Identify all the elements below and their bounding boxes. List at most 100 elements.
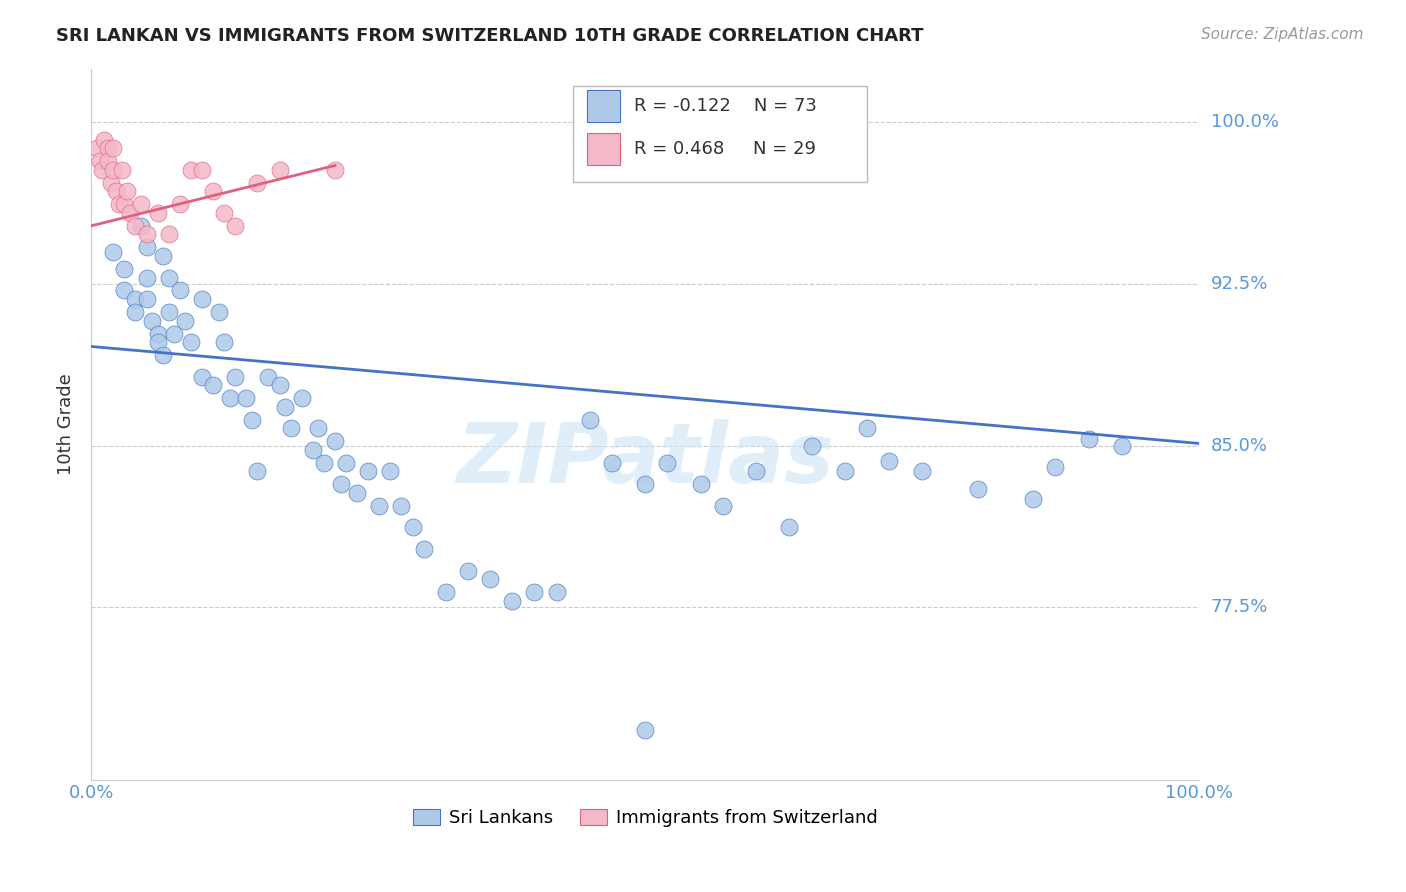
Point bbox=[246, 465, 269, 479]
Point bbox=[257, 369, 280, 384]
Legend: Sri Lankans, Immigrants from Switzerland: Sri Lankans, Immigrants from Switzerland bbox=[405, 802, 886, 835]
Point bbox=[240, 413, 263, 427]
Point bbox=[108, 197, 131, 211]
Point bbox=[146, 206, 169, 220]
Text: 100.0%: 100.0% bbox=[1211, 113, 1278, 131]
Point bbox=[323, 434, 346, 449]
Point bbox=[207, 305, 229, 319]
Point bbox=[97, 154, 120, 169]
Point bbox=[323, 162, 346, 177]
Point bbox=[135, 240, 157, 254]
Point bbox=[124, 305, 146, 319]
Point bbox=[157, 305, 180, 319]
Point bbox=[269, 378, 291, 392]
Text: R = 0.468     N = 29: R = 0.468 N = 29 bbox=[634, 140, 817, 158]
Point bbox=[103, 244, 125, 259]
Point bbox=[291, 391, 314, 405]
Point bbox=[269, 162, 291, 177]
Point bbox=[212, 335, 235, 350]
Point bbox=[307, 421, 329, 435]
Point bbox=[169, 284, 191, 298]
Point bbox=[169, 197, 191, 211]
Point bbox=[280, 421, 302, 435]
Point bbox=[91, 162, 114, 177]
Point bbox=[689, 477, 711, 491]
Point bbox=[86, 141, 108, 155]
FancyBboxPatch shape bbox=[574, 87, 868, 182]
Point bbox=[312, 456, 335, 470]
Bar bbox=[586, 133, 620, 165]
Point bbox=[457, 564, 479, 578]
Point bbox=[118, 206, 141, 220]
Point bbox=[966, 482, 988, 496]
Point bbox=[368, 499, 391, 513]
Point bbox=[1045, 460, 1067, 475]
Point bbox=[112, 284, 135, 298]
Point bbox=[634, 477, 657, 491]
Point bbox=[124, 219, 146, 233]
Point bbox=[800, 439, 823, 453]
Point bbox=[218, 391, 240, 405]
Point bbox=[100, 176, 122, 190]
Point bbox=[115, 185, 138, 199]
Point bbox=[834, 465, 856, 479]
Point bbox=[89, 154, 111, 169]
Point bbox=[152, 348, 174, 362]
Point bbox=[1111, 439, 1133, 453]
Point bbox=[329, 477, 352, 491]
Point bbox=[346, 486, 368, 500]
Point bbox=[191, 292, 214, 306]
Point bbox=[97, 141, 120, 155]
Point bbox=[877, 453, 900, 467]
Point bbox=[163, 326, 186, 341]
Point bbox=[911, 465, 934, 479]
Point bbox=[180, 162, 202, 177]
Point bbox=[112, 261, 135, 276]
Point bbox=[401, 520, 423, 534]
Point bbox=[434, 585, 457, 599]
Point bbox=[856, 421, 879, 435]
Point bbox=[274, 400, 297, 414]
Point bbox=[191, 369, 214, 384]
Point bbox=[180, 335, 202, 350]
Point bbox=[1077, 432, 1099, 446]
Point bbox=[191, 162, 214, 177]
Point bbox=[634, 723, 657, 737]
Point bbox=[357, 465, 380, 479]
Bar bbox=[586, 90, 620, 122]
Point bbox=[111, 162, 134, 177]
Point bbox=[224, 219, 246, 233]
Point bbox=[135, 292, 157, 306]
Point bbox=[157, 270, 180, 285]
Text: 92.5%: 92.5% bbox=[1211, 275, 1268, 293]
Point bbox=[246, 176, 269, 190]
Point bbox=[152, 249, 174, 263]
Point bbox=[202, 378, 225, 392]
Point bbox=[579, 413, 602, 427]
Point bbox=[745, 465, 768, 479]
Point bbox=[157, 227, 180, 242]
Point bbox=[112, 197, 135, 211]
Point bbox=[104, 185, 127, 199]
Point bbox=[711, 499, 734, 513]
Point bbox=[135, 270, 157, 285]
Point bbox=[124, 292, 146, 306]
Point bbox=[546, 585, 568, 599]
Point bbox=[212, 206, 235, 220]
Point bbox=[657, 456, 679, 470]
Point bbox=[146, 326, 169, 341]
Point bbox=[224, 369, 246, 384]
Point bbox=[301, 442, 323, 457]
Point bbox=[523, 585, 546, 599]
Point bbox=[380, 465, 402, 479]
Text: 85.0%: 85.0% bbox=[1211, 436, 1268, 455]
Text: SRI LANKAN VS IMMIGRANTS FROM SWITZERLAND 10TH GRADE CORRELATION CHART: SRI LANKAN VS IMMIGRANTS FROM SWITZERLAN… bbox=[56, 27, 924, 45]
Point bbox=[391, 499, 413, 513]
Point bbox=[129, 197, 152, 211]
Point bbox=[202, 185, 225, 199]
Text: 77.5%: 77.5% bbox=[1211, 599, 1268, 616]
Point bbox=[501, 593, 523, 607]
Point bbox=[93, 133, 115, 147]
Point bbox=[479, 572, 502, 586]
Point bbox=[103, 162, 125, 177]
